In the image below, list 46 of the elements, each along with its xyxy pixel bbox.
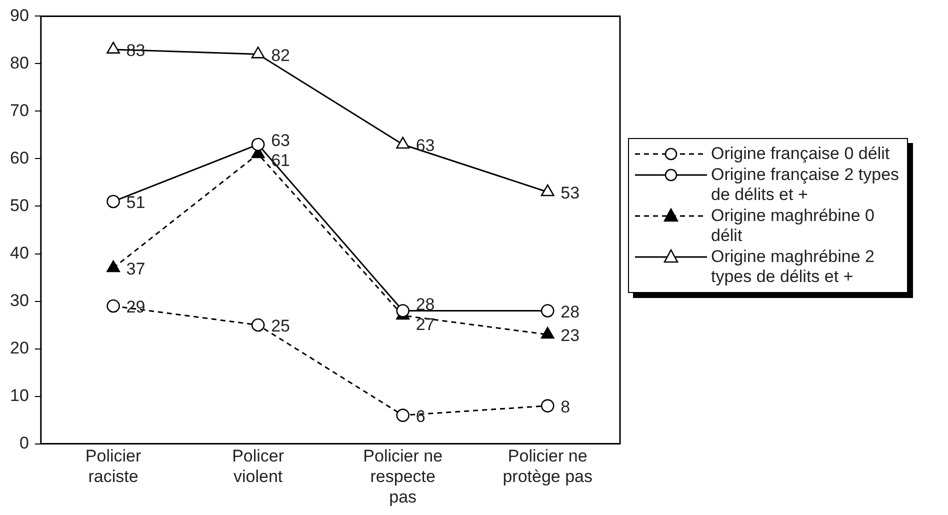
data-label: 23	[560, 326, 580, 346]
point	[106, 42, 120, 54]
y-tick-label: 70	[10, 100, 29, 120]
data-label: 37	[126, 260, 146, 279]
y-tick-label: 40	[10, 243, 29, 262]
data-label: 28	[560, 302, 580, 322]
x-tick-label: Policier ne respecte pas	[363, 446, 443, 506]
x-tick-label: Policier ne protège pas	[502, 446, 593, 486]
data-label: 27	[416, 314, 435, 334]
point	[251, 318, 265, 332]
point	[106, 194, 120, 208]
point	[251, 138, 265, 152]
point	[106, 299, 120, 313]
point	[540, 184, 554, 196]
point	[396, 136, 410, 149]
x-tick-label: Policer violent	[232, 446, 284, 486]
y-tick-label: 90	[10, 6, 29, 25]
y-tick-label: 60	[10, 148, 29, 168]
point	[106, 260, 120, 272]
y-tick-label: 0	[19, 433, 29, 452]
data-label: 25	[271, 316, 290, 336]
data-label: 61	[271, 150, 290, 170]
y-tick-label: 30	[10, 290, 29, 310]
x-tick-label: Policier raciste	[85, 446, 142, 486]
y-tick-label: 50	[10, 196, 29, 215]
legend-label: Origine française 2 types de délits et +	[711, 165, 900, 205]
point	[540, 399, 554, 412]
legend-label: Origine maghrébine 2 types de délits et +	[711, 247, 876, 287]
data-label: 28	[416, 294, 435, 314]
data-label: 29	[126, 298, 146, 317]
point	[396, 304, 410, 318]
y-tick-label: 10	[10, 386, 29, 405]
data-label: 63	[271, 130, 290, 150]
point	[540, 304, 554, 318]
point	[396, 408, 410, 422]
y-tick-label: 20	[10, 338, 29, 358]
data-label: 8	[560, 397, 570, 416]
point	[251, 46, 265, 58]
legend-label: Origine maghrébine 0 délit	[711, 206, 876, 246]
point	[540, 326, 554, 339]
data-label: 53	[560, 184, 580, 203]
data-label: 51	[126, 193, 146, 212]
data-label: 82	[271, 46, 290, 65]
data-label: 63	[416, 136, 435, 156]
legend-label: Origine française 0 délit	[711, 144, 890, 164]
y-tick-label: 80	[10, 53, 29, 72]
